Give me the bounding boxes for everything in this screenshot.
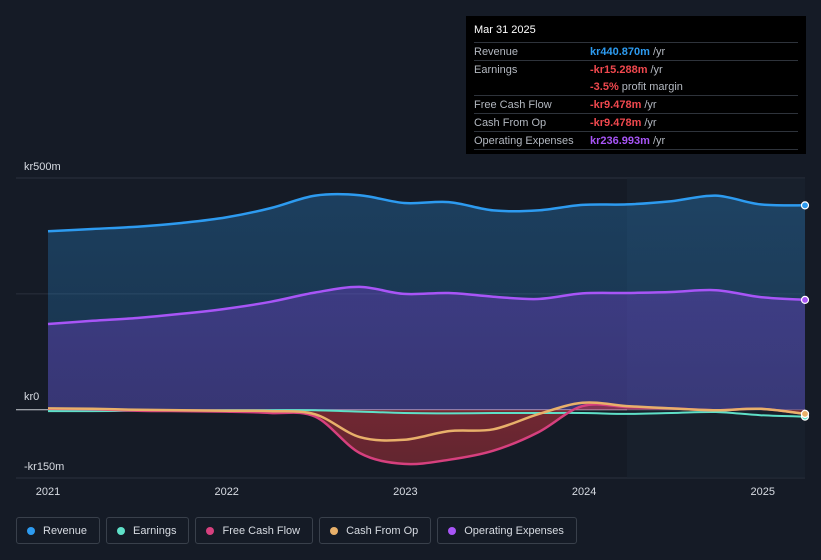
legend-label: Operating Expenses xyxy=(464,524,564,537)
revenue-line xyxy=(47,192,806,233)
x-tick-label: 2023 xyxy=(393,486,417,498)
tooltip-value: -kr9.478m xyxy=(590,98,642,111)
tooltip-row-earnings: Earnings -kr15.288m /yr xyxy=(474,61,798,78)
tooltip-value: kr440.870m xyxy=(590,45,650,58)
tooltip-value: -3.5% xyxy=(590,80,619,93)
series-lines xyxy=(47,192,806,466)
revenue-dot-icon xyxy=(27,526,35,535)
tooltip-value: kr236.993m xyxy=(590,134,650,147)
tooltip: Mar 31 2025 Revenue kr440.870m /yr Earni… xyxy=(466,16,806,154)
legend-label: Free Cash Flow xyxy=(222,524,301,537)
end-points xyxy=(800,201,810,421)
legend-item-revenue[interactable]: Revenue xyxy=(16,517,101,544)
tooltip-unit: /yr xyxy=(652,134,666,147)
tooltip-row-fcf: Free Cash Flow -kr9.478m /yr xyxy=(474,96,798,114)
tooltip-row-revenue: Revenue kr440.870m /yr xyxy=(474,43,798,61)
operating-expenses-area xyxy=(48,286,805,410)
x-tick-label: 2022 xyxy=(214,486,238,498)
legend-item-free-cash-flow[interactable]: Free Cash Flow xyxy=(195,517,314,544)
free-cash-flow-area xyxy=(48,404,805,465)
tooltip-label: Cash From Op xyxy=(474,116,547,129)
operating-expenses-line xyxy=(47,285,806,326)
x-axis-labels: 2021 2022 2023 2024 2025 xyxy=(36,486,775,498)
y-tick-label: -kr150m xyxy=(24,461,64,473)
legend-item-operating-expenses[interactable]: Operating Expenses xyxy=(437,517,577,544)
cash-from-op-line xyxy=(47,401,806,442)
legend-label: Earnings xyxy=(133,524,177,537)
revenue-end-point xyxy=(800,201,810,210)
y-tick-label: kr500m xyxy=(24,161,61,173)
legend-item-earnings[interactable]: Earnings xyxy=(106,517,190,544)
tooltip-label: Earnings xyxy=(474,63,518,76)
tooltip-unit: /yr xyxy=(650,63,663,76)
series-areas xyxy=(48,194,805,465)
cash-from-op-dot-icon xyxy=(330,526,339,535)
x-tick-label: 2024 xyxy=(572,486,596,498)
free-cash-flow-dot-icon xyxy=(206,526,215,535)
tooltip-unit: /yr xyxy=(644,116,657,129)
chart: kr500m kr0 -kr150m 2021 2022 2023 2024 2025 xyxy=(16,161,810,498)
x-tick-label: 2021 xyxy=(36,486,60,498)
tooltip-label: Revenue xyxy=(474,45,519,58)
tooltip-value: -kr15.288m xyxy=(590,63,648,76)
x-tick-label: 2025 xyxy=(751,486,775,498)
tooltip-row-cfo: Cash From Op -kr9.478m /yr xyxy=(474,114,798,132)
y-axis-labels: kr500m kr0 -kr150m xyxy=(24,161,64,473)
tooltip-value: -kr9.478m xyxy=(590,116,642,129)
legend: Revenue Earnings Free Cash Flow Cash Fro… xyxy=(16,517,577,544)
cash-from-op-end-point xyxy=(800,409,810,418)
tooltip-row-margin: -3.5% profit margin xyxy=(474,78,798,96)
tooltip-unit: profit margin xyxy=(621,80,683,93)
tooltip-label: Free Cash Flow xyxy=(474,98,552,111)
y-tick-label: kr0 xyxy=(24,391,39,403)
legend-item-cash-from-op[interactable]: Cash From Op xyxy=(319,517,432,544)
tooltip-date: Mar 31 2025 xyxy=(474,24,798,43)
operating-expenses-end-point xyxy=(800,295,810,305)
legend-label: Revenue xyxy=(43,524,88,537)
tooltip-row-opex: Operating Expenses kr236.993m /yr xyxy=(474,132,798,150)
legend-label: Cash From Op xyxy=(346,524,419,537)
tooltip-unit: /yr xyxy=(652,45,666,58)
tooltip-unit: /yr xyxy=(644,98,657,111)
operating-expenses-dot-icon xyxy=(448,526,457,535)
earnings-dot-icon xyxy=(117,526,126,535)
tooltip-label: Operating Expenses xyxy=(474,134,574,147)
